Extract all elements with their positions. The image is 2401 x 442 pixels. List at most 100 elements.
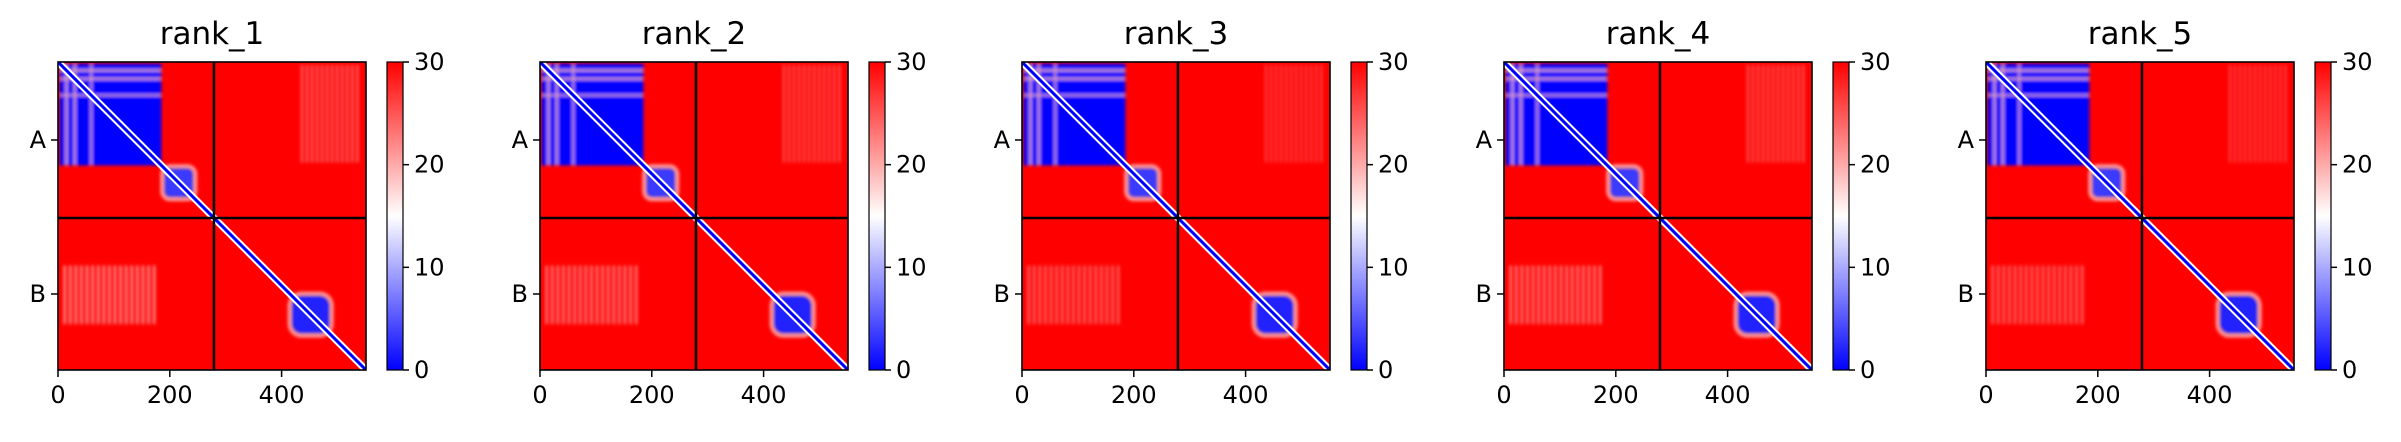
inter-chain-streak: [783, 64, 785, 163]
inter-chain-streak: [326, 64, 328, 163]
pae-heatmap: [1986, 62, 2294, 370]
inter-chain-streak: [595, 265, 599, 325]
inter-chain-streak: [833, 64, 836, 163]
block-row-stripe: [541, 94, 644, 97]
inter-chain-streak: [1762, 64, 1764, 163]
inter-chain-streak: [2229, 64, 2231, 163]
inter-chain-streak: [2234, 64, 2236, 163]
axes-frame: [1985, 61, 2295, 371]
inter-chain-streak: [823, 64, 826, 163]
diagonal-line: [1504, 62, 1812, 370]
inter-chain-streak: [1044, 265, 1047, 325]
colorbar-frame: [386, 61, 404, 371]
colorbar-tick-label: 30: [2342, 48, 2373, 76]
colorbar-tick-label: 0: [414, 356, 429, 384]
axes-frame: [1021, 61, 1331, 371]
axes-frame: [57, 61, 367, 371]
block-col-stripe: [1037, 63, 1040, 166]
inter-chain-streak: [1587, 265, 1591, 325]
inter-chain-streak: [153, 265, 156, 325]
colorbar-tick-label: 10: [1860, 253, 1891, 281]
y-chain-label: A: [994, 126, 1011, 154]
inter-chain-streak: [1782, 64, 1785, 163]
panel-title: rank_1: [160, 16, 265, 52]
inter-chain-streak: [2041, 265, 2045, 325]
inter-chain-streak: [808, 64, 810, 163]
inter-chain-streak: [1038, 265, 1042, 325]
inter-chain-streak: [1531, 265, 1535, 325]
inter-chain-streak: [1757, 64, 1759, 163]
domain-halo: [642, 164, 680, 202]
inter-chain-streak: [1061, 265, 1064, 325]
domain-halo: [2088, 164, 2126, 202]
inter-chain-streak: [584, 265, 587, 325]
inter-chain-streak: [1792, 64, 1795, 163]
inter-chain-streak: [1100, 265, 1103, 325]
x-tick-label: 200: [1593, 381, 1639, 409]
inter-chain-streak: [1315, 64, 1318, 163]
colorbar-tick-label: 0: [1860, 356, 1875, 384]
inter-chain-streak: [63, 265, 66, 325]
colorbar-tick-label: 30: [1860, 48, 1891, 76]
block-col-stripe: [572, 63, 575, 166]
inter-chain-streak: [545, 265, 548, 325]
colorbar-tick-label: 20: [1378, 151, 1409, 179]
inter-chain-streak: [1797, 64, 1800, 163]
block-col-stripe: [1993, 63, 1996, 166]
block-col-stripe: [2001, 63, 2004, 166]
x-tick-label: 200: [1111, 381, 1157, 409]
axes-frame: [539, 61, 849, 371]
x-tick-label: 0: [1496, 381, 1511, 409]
block-row-stripe: [59, 77, 162, 80]
domain-halo: [1606, 164, 1644, 202]
inter-chain-streak: [351, 64, 354, 163]
inter-chain-streak: [1305, 64, 1308, 163]
inter-chain-streak: [1777, 64, 1780, 163]
y-chain-label: A: [1958, 126, 1975, 154]
inter-chain-streak: [1747, 64, 1749, 163]
inter-chain-streak: [2279, 64, 2282, 163]
x-tick-label: 0: [50, 381, 65, 409]
inter-chain-streak: [1599, 265, 1602, 325]
inter-chain-streak: [1582, 265, 1585, 325]
inter-chain-streak: [1559, 265, 1563, 325]
inter-chain-streak: [2239, 64, 2241, 163]
y-chain-label: B: [512, 280, 528, 308]
block-col-stripe: [1511, 63, 1514, 166]
inter-chain-streak: [579, 265, 582, 325]
inter-chain-streak: [793, 64, 795, 163]
block-col-stripe: [1029, 63, 1032, 166]
inter-chain-streak: [1991, 265, 1994, 325]
x-tick-label: 200: [147, 381, 193, 409]
inter-chain-streak: [85, 265, 89, 325]
panel-title: rank_5: [2088, 16, 2193, 52]
inter-chain-streak: [1077, 265, 1081, 325]
diagonal-line: [540, 62, 848, 370]
axes-frame: [1503, 61, 1813, 371]
inter-chain-streak: [321, 64, 323, 163]
x-tick-label: 200: [2075, 381, 2121, 409]
inter-chain-streak: [1027, 265, 1030, 325]
inter-chain-streak: [1565, 265, 1568, 325]
y-chain-label: A: [512, 126, 529, 154]
x-tick-label: 400: [1223, 381, 1269, 409]
inter-chain-streak: [311, 64, 313, 163]
inter-chain-streak: [306, 64, 308, 163]
block-row-stripe: [1023, 69, 1126, 72]
inter-chain-streak: [316, 64, 318, 163]
x-tick-label: 400: [259, 381, 305, 409]
inter-chain-streak: [1571, 265, 1574, 325]
colorbar-tick-label: 10: [896, 253, 927, 281]
inter-chain-streak: [1520, 265, 1524, 325]
colorbar-tick-label: 30: [896, 48, 927, 76]
inter-chain-streak: [1083, 265, 1086, 325]
block-row-stripe: [1505, 69, 1608, 72]
domain-halo: [1124, 164, 1162, 202]
inter-chain-streak: [607, 265, 610, 325]
inter-chain-streak: [2249, 64, 2251, 163]
block-col-stripe: [1054, 63, 1057, 166]
inter-chain-streak: [97, 265, 100, 325]
y-chain-label: B: [30, 280, 46, 308]
panel-title: rank_4: [1606, 16, 1711, 52]
